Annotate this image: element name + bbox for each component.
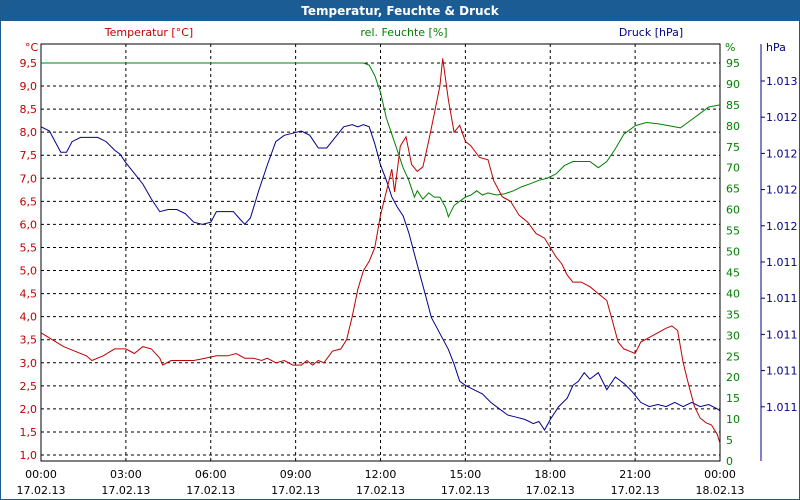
temperature-tick-label: 2,0 (20, 403, 38, 416)
time-tick-label: 15:00 (450, 468, 482, 481)
humidity-series-label: rel. Feuchte [%] (360, 26, 447, 39)
date-tick-label: 17.02.13 (356, 484, 405, 497)
time-tick-label: 03:00 (110, 468, 142, 481)
temperature-tick-label: 4,5 (20, 288, 38, 301)
pressure-tick-label: 1.012 (766, 147, 798, 160)
humidity-tick-label: 70 (726, 162, 740, 175)
temperature-tick-label: 9,5 (20, 57, 38, 70)
humidity-tick-label: 55 (726, 225, 740, 238)
temperature-tick-label: 5,0 (20, 265, 38, 278)
temperature-tick-label: 2,5 (20, 380, 38, 393)
time-tick-label: 21:00 (619, 468, 651, 481)
grid-lines (41, 44, 720, 461)
pressure-tick-label: 1.013 (766, 75, 798, 88)
pressure-tick-label: 1.011 (766, 292, 798, 305)
humidity-tick-label: 50 (726, 246, 740, 259)
pressure-tick-label: 1.012 (766, 184, 798, 197)
date-tick-label: 17.02.13 (611, 484, 660, 497)
humidity-tick-label: 15 (726, 392, 740, 405)
humidity-tick-label: 95 (726, 57, 740, 70)
pressure-axis-ticks: 1.013 1.012 1.012 1.012 1.012 1.011 1.011 1.011… (761, 75, 798, 414)
pressure-series-label: Druck [hPa] (619, 26, 683, 39)
time-axis-ticks: 00:00 17.02.13 03:00 17.02.13 06:00 17.02.13 0… (17, 468, 745, 497)
temperature-tick-label: 1,0 (20, 449, 38, 462)
pressure-tick-label: 1.011 (766, 401, 798, 414)
time-tick-label: 00:00 (704, 468, 736, 481)
humidity-tick-label: 45 (726, 266, 740, 279)
temperature-tick-label: 6,5 (20, 195, 38, 208)
temperature-tick-label: 7,5 (20, 149, 38, 162)
humidity-tick-label: 90 (726, 78, 740, 91)
humidity-tick-label: 35 (726, 308, 740, 321)
humidity-tick-label: 60 (726, 204, 740, 217)
humidity-tick-label: 0 (726, 455, 733, 468)
humidity-tick-label: 40 (726, 287, 740, 300)
time-tick-label: 06:00 (195, 468, 227, 481)
temperature-tick-label: 3,0 (20, 357, 38, 370)
pressure-series-line (40, 124, 721, 431)
temperature-tick-label: 8,5 (20, 103, 38, 116)
humidity-tick-label: 25 (726, 350, 740, 363)
humidity-tick-label: 10 (726, 413, 740, 426)
temperature-series-line (40, 58, 721, 444)
humidity-tick-label: 75 (726, 141, 740, 154)
humidity-tick-label: 20 (726, 371, 740, 384)
pressure-tick-label: 1.012 (766, 111, 798, 124)
date-tick-label: 17.02.13 (17, 484, 66, 497)
temperature-tick-label: 8,0 (20, 126, 38, 139)
pressure-tick-label: 1.012 (766, 220, 798, 233)
humidity-unit-label: % (725, 41, 735, 54)
date-tick-label: 17.02.13 (441, 484, 490, 497)
time-tick-label: 00:00 (25, 468, 57, 481)
humidity-tick-label: 5 (726, 434, 733, 447)
temperature-unit-label: °C (25, 41, 39, 54)
pressure-tick-label: 1.011 (766, 328, 798, 341)
date-tick-label: 17.02.13 (101, 484, 150, 497)
date-tick-label: 17.02.13 (526, 484, 575, 497)
temperature-tick-label: 4,0 (20, 311, 38, 324)
temperature-series-label: Temperatur [°C] (104, 26, 193, 39)
temperature-tick-label: 9,0 (20, 80, 38, 93)
humidity-series-line (41, 62, 721, 219)
time-tick-label: 18:00 (534, 468, 566, 481)
humidity-tick-label: 85 (726, 99, 740, 112)
humidity-tick-label: 65 (726, 183, 740, 196)
temperature-tick-label: 7,0 (20, 172, 38, 185)
date-tick-label: 17.02.13 (186, 484, 235, 497)
temperature-tick-label: 1,5 (20, 426, 38, 439)
time-tick-label: 12:00 (365, 468, 397, 481)
temperature-tick-label: 6,0 (20, 218, 38, 231)
humidity-axis-ticks: 0 5 10 15 20 25 30 35 40 45 50 55 60 65 70 75 80 85 90 95 (726, 57, 740, 468)
date-tick-label: 18.02.13 (696, 484, 745, 497)
temperature-tick-label: 5,5 (20, 241, 38, 254)
pressure-tick-label: 1.011 (766, 365, 798, 378)
window-title: Temperatur, Feuchte & Druck (1, 1, 799, 21)
time-tick-label: 09:00 (280, 468, 312, 481)
temperature-tick-label: 3,5 (20, 334, 38, 347)
temperature-axis-ticks: 1,0 1,5 2,0 2,5 3,0 3,5 4,0 4,5 5,0 5,5 6,0 6,5 7,0 7… (20, 57, 38, 462)
pressure-unit-label: hPa (766, 41, 786, 54)
humidity-tick-label: 80 (726, 120, 740, 133)
humidity-tick-label: 30 (726, 329, 740, 342)
date-tick-label: 17.02.13 (271, 484, 320, 497)
plot-area (40, 43, 721, 462)
pressure-tick-label: 1.011 (766, 256, 798, 269)
